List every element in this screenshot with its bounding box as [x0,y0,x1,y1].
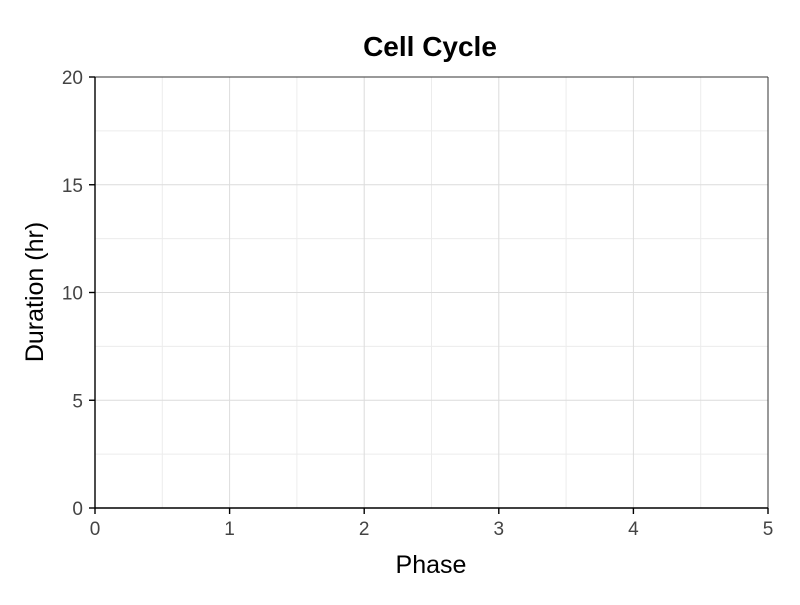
y-tick-label: 15 [62,176,83,197]
y-tick-label: 10 [62,284,83,305]
x-tick-label: 1 [224,519,235,540]
x-tick-label: 0 [90,519,101,540]
chart-title: Cell Cycle [363,31,497,62]
y-tick-labels: 0 5 10 15 20 [62,68,83,520]
y-axis-title: Duration (hr) [21,222,49,362]
x-tick-labels: 0 1 2 3 4 5 [90,519,774,540]
x-tick-label: 3 [494,519,505,540]
y-tick-label: 5 [72,391,83,412]
x-axis-title: Phase [396,551,467,579]
y-tick-label: 0 [72,499,83,520]
x-tick-label: 4 [628,519,639,540]
x-tick-label: 2 [359,519,370,540]
y-tick-label: 20 [62,68,83,89]
axes [89,76,769,514]
grid [94,76,769,509]
x-tick-label: 5 [763,519,774,540]
